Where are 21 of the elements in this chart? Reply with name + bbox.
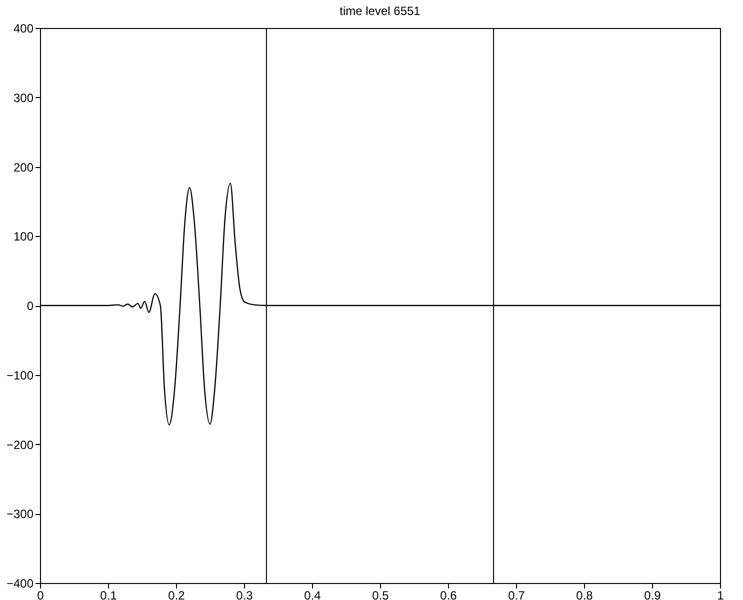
y-tick-label: 200 xyxy=(13,160,34,174)
x-tick-label: 0.3 xyxy=(236,588,254,600)
y-tick-label: −400 xyxy=(6,576,34,590)
x-tick-label: 0.7 xyxy=(508,588,526,600)
x-tick-label: 0.5 xyxy=(372,588,390,600)
x-tick-label: 0.1 xyxy=(100,588,118,600)
x-tick-label: 0.4 xyxy=(304,588,322,600)
y-tick-label: 400 xyxy=(13,22,34,36)
y-tick-label: 100 xyxy=(13,230,34,244)
x-tick-label: 0 xyxy=(37,588,44,600)
y-tick-label: 300 xyxy=(13,90,34,105)
x-tick-label: 0.8 xyxy=(576,588,594,600)
chart-title: time level 6551 xyxy=(340,4,421,18)
x-tick-label: 0.2 xyxy=(168,588,186,600)
x-tick-label: 1 xyxy=(717,588,724,600)
y-tick-label: −200 xyxy=(6,438,34,452)
x-tick-label: 0.9 xyxy=(644,588,662,600)
y-tick-label: −300 xyxy=(6,507,34,522)
y-tick-label: 0 xyxy=(26,299,34,313)
x-tick-label: 0.6 xyxy=(440,588,458,600)
y-tick-label: −100 xyxy=(6,368,34,382)
